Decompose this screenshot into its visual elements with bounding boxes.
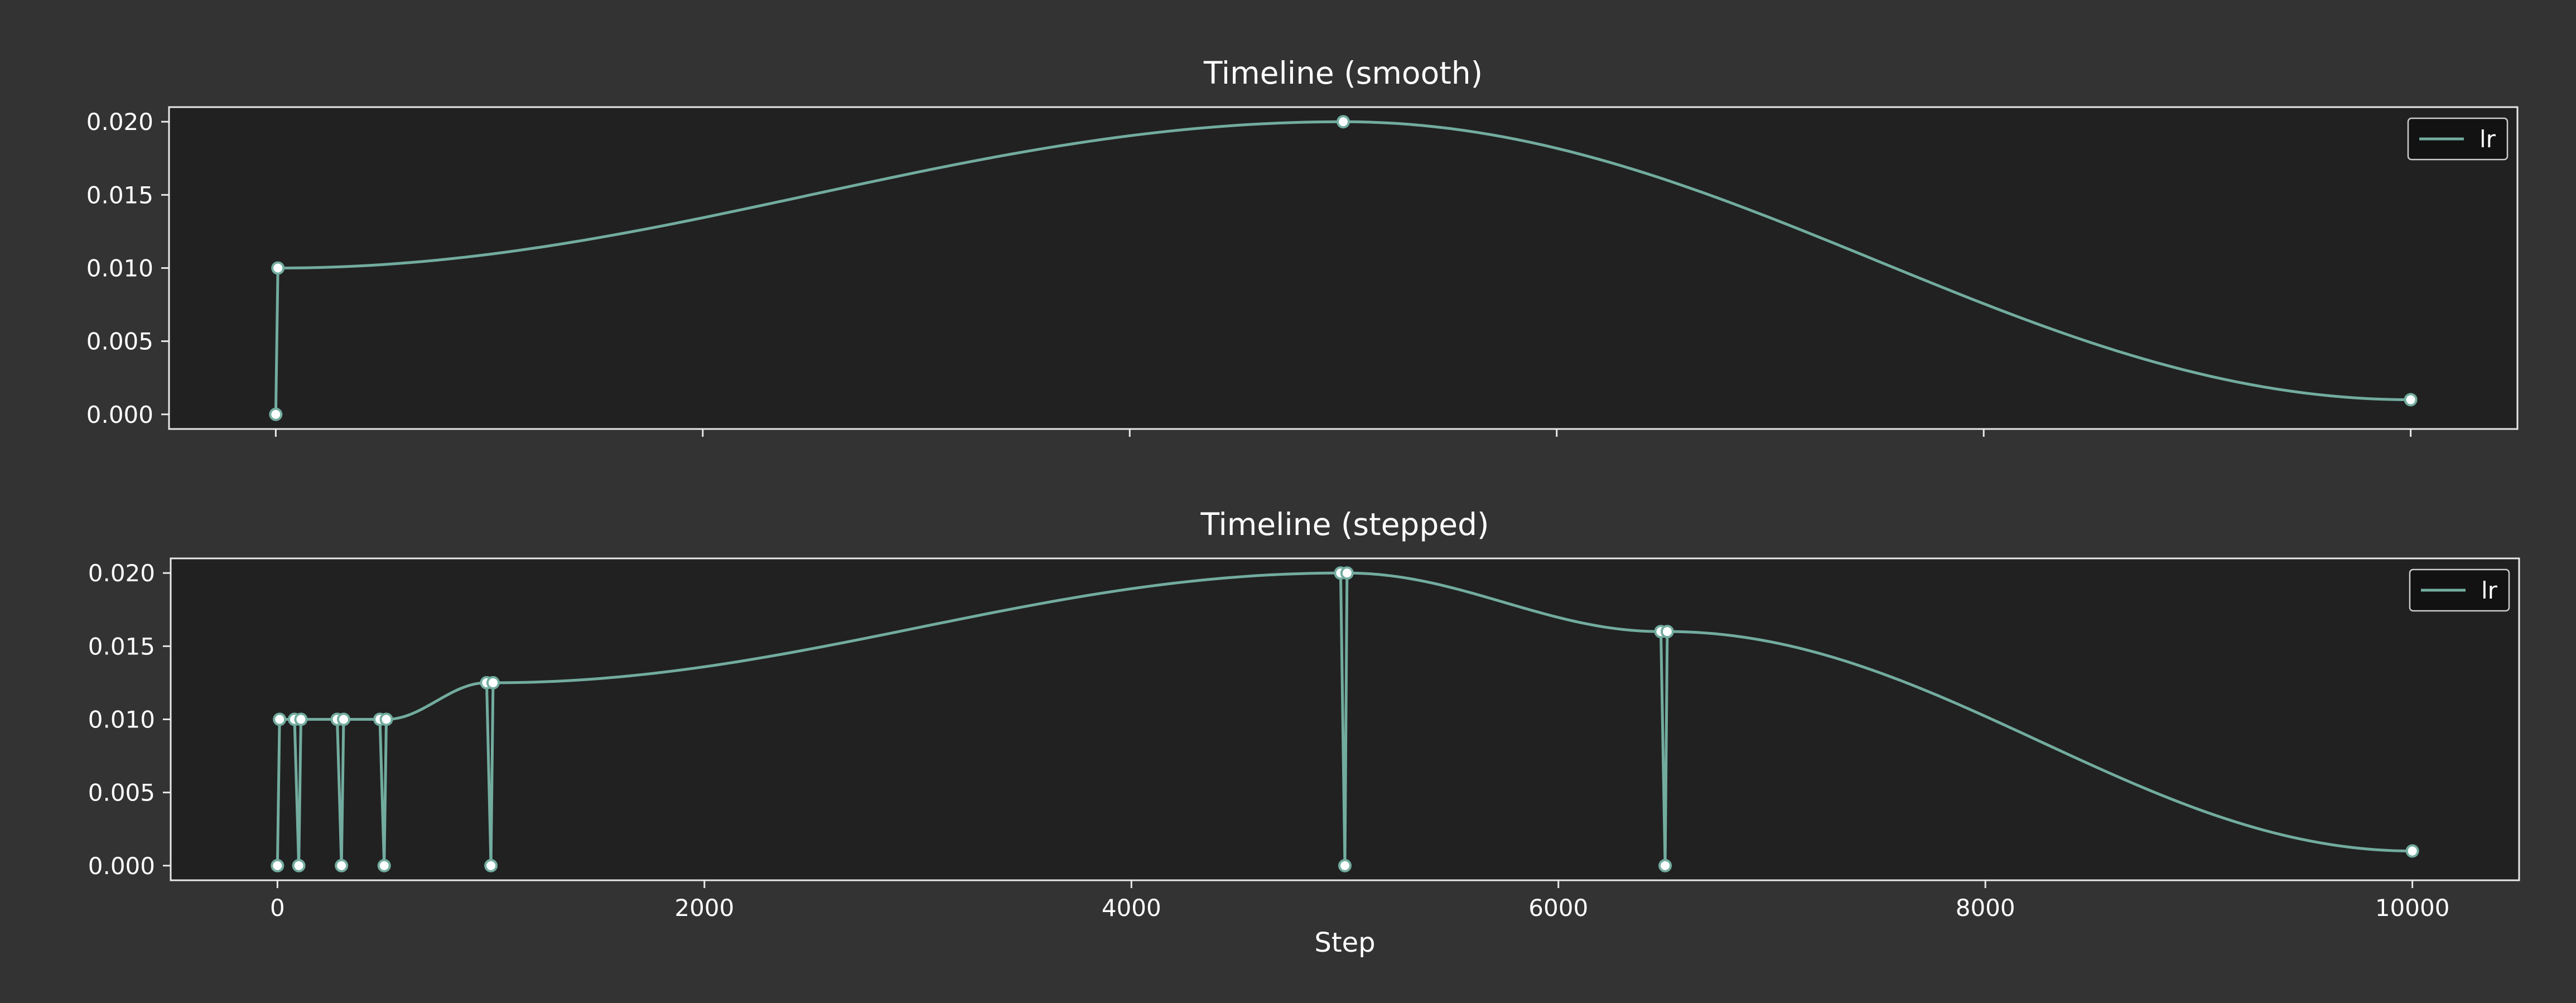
stepped-lr-point <box>1338 859 1352 872</box>
stepped-chart-title: Timeline (stepped) <box>1200 507 1489 542</box>
stepped-x-tick-label: 8000 <box>1956 894 2015 922</box>
stepped-y-tick-label: 0.015 <box>88 633 155 660</box>
stepped-x-tick-label: 6000 <box>1528 894 1588 922</box>
smooth-lr-point <box>271 261 285 275</box>
smooth-y-tick-label: 0.015 <box>86 181 153 209</box>
stepped-lr-point <box>379 712 393 726</box>
stepped-legend-label: lr <box>2481 577 2498 604</box>
stepped-series-lr <box>271 566 2419 872</box>
stepped-lr-point <box>1658 859 1672 872</box>
stepped-lr-point <box>486 676 500 689</box>
smooth-legend: lr <box>2407 117 2509 161</box>
stepped-y-tick-label: 0.000 <box>88 852 155 880</box>
stepped-x-tick-label: 2000 <box>674 894 734 922</box>
stepped-y-tick-label: 0.005 <box>88 779 155 807</box>
stepped-lr-point <box>294 712 308 726</box>
stepped-lr-point <box>484 859 498 872</box>
stepped-lr-point <box>335 859 349 872</box>
stepped-lr-point <box>1660 625 1674 639</box>
smooth-y-tick-label: 0.020 <box>86 108 153 136</box>
stepped-plot-frame <box>170 557 2520 881</box>
stepped-y-tick-label: 0.020 <box>88 560 155 587</box>
smooth-y-tick-label: 0.005 <box>86 328 153 355</box>
smooth-y-axis: 0.000 0.005 0.010 0.015 0.020 <box>86 108 169 428</box>
stepped-chart-panel: Timeline (stepped) 0.0000.0050.0100.0150… <box>88 507 2520 958</box>
stepped-lr-point <box>377 859 391 872</box>
smooth-chart-panel: Timeline (smooth) 0.0000.0050.0100.0150.… <box>86 55 2519 437</box>
smooth-plot-frame <box>168 106 2519 430</box>
stepped-x-axis-label: Step <box>1314 927 1375 958</box>
smooth-lr-point <box>1337 115 1350 129</box>
stepped-x-tick-label: 4000 <box>1102 894 1161 922</box>
smooth-y-tick-label: 0.000 <box>86 401 153 428</box>
smooth-lr-point <box>269 407 283 421</box>
stepped-lr-point <box>271 859 284 872</box>
stepped-y-axis: 0.000 0.005 0.010 0.015 0.020 <box>88 560 171 880</box>
stepped-x-tick-label: 0 <box>270 894 285 922</box>
smooth-lr-point <box>2404 393 2418 407</box>
stepped-y-tick-label: 0.010 <box>88 706 155 734</box>
stepped-lr-point <box>273 712 287 726</box>
smooth-legend-label: lr <box>2479 126 2496 153</box>
stepped-lr-point <box>1340 566 1354 580</box>
stepped-lr-point <box>292 859 306 872</box>
stepped-lr-point <box>2405 844 2419 858</box>
smooth-chart-title: Timeline (smooth) <box>1203 55 1483 91</box>
stepped-x-tick-label: 10000 <box>2375 894 2450 922</box>
smooth-plot-area <box>169 107 2517 429</box>
smooth-series-lr <box>269 115 2418 421</box>
smooth-y-tick-label: 0.010 <box>86 255 153 282</box>
stepped-lr-point <box>337 712 351 726</box>
stepped-x-axis: 0 2000 4000 6000 8000 10000 <box>270 880 2449 922</box>
smooth-x-axis <box>274 429 2412 437</box>
stepped-legend: lr <box>2409 568 2510 612</box>
